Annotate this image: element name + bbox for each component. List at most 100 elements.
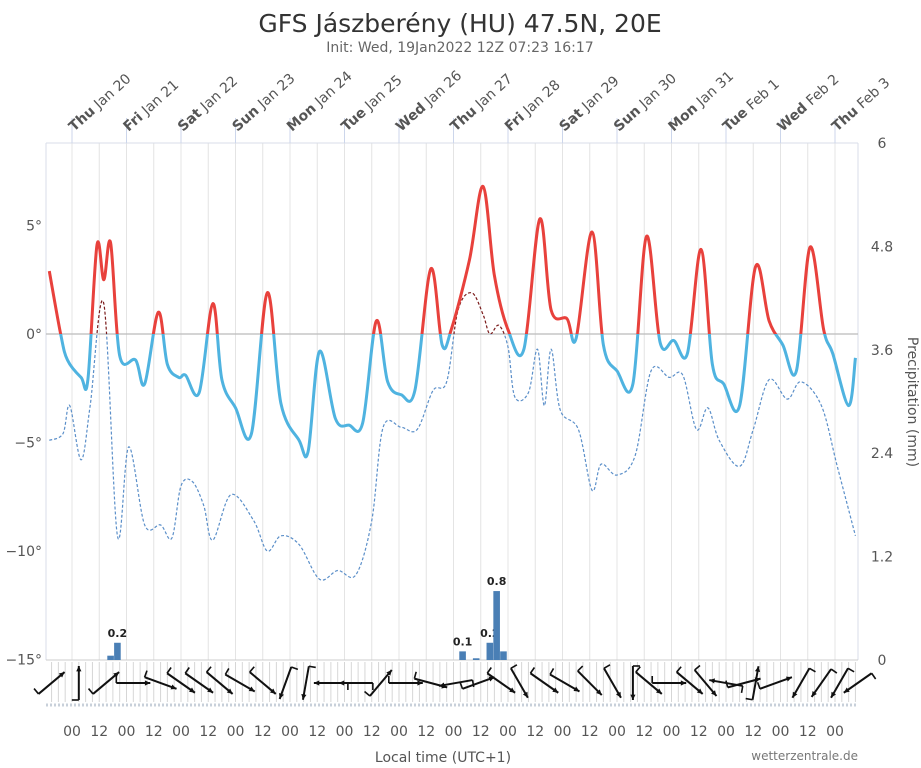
wind-arrow-shaft: [791, 667, 811, 699]
gridlines: [45, 142, 859, 661]
wind-arrow: [756, 676, 793, 690]
wind-arrow-shaft: [37, 671, 66, 695]
wind-arrow: [603, 664, 622, 699]
day-label-date: Jan 20: [88, 71, 135, 115]
wind-arrow: [301, 665, 316, 700]
wind-arrow-head: [573, 686, 580, 692]
wind-barb: [413, 671, 417, 679]
temperature-line-above-zero: [47, 184, 827, 334]
wind-arrow-shaft: [549, 673, 580, 693]
wind-barb: [745, 697, 753, 701]
wind-arrow-head: [843, 687, 850, 693]
x-tick-label: 12: [254, 724, 272, 740]
wind-arrow-shaft: [843, 672, 873, 694]
wind-barb: [510, 664, 518, 669]
wind-arrow-head: [226, 688, 233, 694]
y-left-tick-label: −15°: [5, 653, 42, 669]
wind-barb: [529, 667, 536, 674]
wind-barb: [290, 666, 299, 671]
wind-arrow: [33, 671, 66, 695]
y-right-tick-label: 6: [878, 136, 887, 152]
day-label-date: Feb 3: [851, 75, 893, 115]
wind-barb: [224, 668, 230, 675]
wind-arrow-head: [509, 687, 516, 693]
wind-arrow: [224, 668, 256, 693]
precip-bar: [500, 651, 507, 660]
wind-arrow-head: [596, 689, 602, 696]
x-tick-label: 00: [390, 724, 408, 740]
chart-title: GFS Jászberény (HU) 47.5N, 20E: [258, 9, 661, 38]
y-left-tick-label: 5°: [26, 219, 42, 235]
wind-arrow-head: [630, 694, 636, 700]
x-tick-label: 00: [63, 724, 81, 740]
wind-arrow-head: [113, 672, 120, 678]
wind-arrow-shaft: [759, 676, 793, 690]
wind-arrow: [830, 667, 855, 699]
wind-arrow-head: [754, 666, 761, 673]
precip-bar: [486, 642, 494, 660]
wind-arrow: [205, 666, 234, 695]
wind-arrow-shaft: [224, 673, 256, 693]
wind-arrow: [549, 668, 580, 693]
day-label-date: Jan 25: [359, 72, 406, 116]
wind-arrow-head: [301, 693, 307, 700]
credit-link[interactable]: wetterzentrale.de: [751, 749, 858, 763]
wind-arrow-head: [711, 690, 717, 697]
day-label-date: Jan 21: [136, 77, 183, 121]
wind-arrow-head: [439, 682, 445, 688]
wind-barb: [725, 680, 729, 688]
dewpoint-line-below-zero: [49, 334, 857, 581]
precip-bar: [459, 651, 466, 660]
wind-arrow: [630, 665, 640, 700]
wind-barb: [809, 667, 816, 673]
day-label-date: Jan 24: [309, 68, 356, 112]
y-right-tick-label: 4.8: [871, 239, 893, 255]
y-left-tick-label: −10°: [5, 544, 42, 560]
temperature-lines: [47, 184, 857, 581]
wind-barb: [459, 681, 464, 690]
wind-arrow: [71, 666, 82, 701]
x-tick-label: 12: [581, 724, 599, 740]
wind-arrow-shaft: [438, 679, 473, 687]
day-label-date: Jan 23: [252, 71, 299, 115]
wind-arrow: [529, 667, 559, 694]
wind-arrow-head: [522, 691, 528, 698]
wind-arrow: [791, 667, 816, 699]
x-tick-label: 00: [336, 724, 354, 740]
x-tick-label: 00: [445, 724, 463, 740]
wind-arrow-shaft: [810, 668, 832, 698]
wind-arrow-head: [680, 680, 687, 686]
wind-arrow-shaft: [166, 672, 196, 694]
x-tick-label: 12: [799, 724, 817, 740]
wind-arrow-shaft: [603, 667, 622, 699]
wind-arrow-head: [76, 666, 82, 672]
x-tick-label: 00: [608, 724, 626, 740]
wind-barb: [830, 668, 838, 674]
wind-arrow-shaft: [462, 676, 495, 690]
precip-label: 0.1: [453, 635, 473, 648]
wind-arrow-head: [313, 680, 320, 686]
wind-barb: [870, 672, 877, 680]
day-label-date: Feb 1: [740, 76, 782, 116]
wind-arrow: [364, 669, 393, 697]
x-tick-label: 12: [526, 724, 544, 740]
wind-arrow-shaft: [693, 669, 718, 697]
x-tick-label: 00: [772, 724, 790, 740]
x-tick-label: 00: [663, 724, 681, 740]
wind-arrow-head: [207, 687, 214, 693]
wind-arrow-shaft: [144, 676, 177, 690]
wind-arrow-shaft: [635, 671, 663, 695]
x-tick-label: 00: [717, 724, 735, 740]
wind-arrow: [166, 667, 196, 694]
wind-barb: [577, 665, 584, 672]
wind-barb: [694, 664, 701, 671]
wind-arrow: [577, 665, 603, 696]
wind-barb: [205, 666, 212, 673]
wind-arrow-head: [269, 688, 276, 694]
x-tick-label: 00: [826, 724, 844, 740]
x-tick-label: 12: [308, 724, 326, 740]
wind-barb: [184, 667, 190, 674]
y-right-tick-label: 2.4: [871, 446, 893, 462]
wind-barb: [87, 688, 94, 695]
precip-bar: [107, 655, 114, 660]
